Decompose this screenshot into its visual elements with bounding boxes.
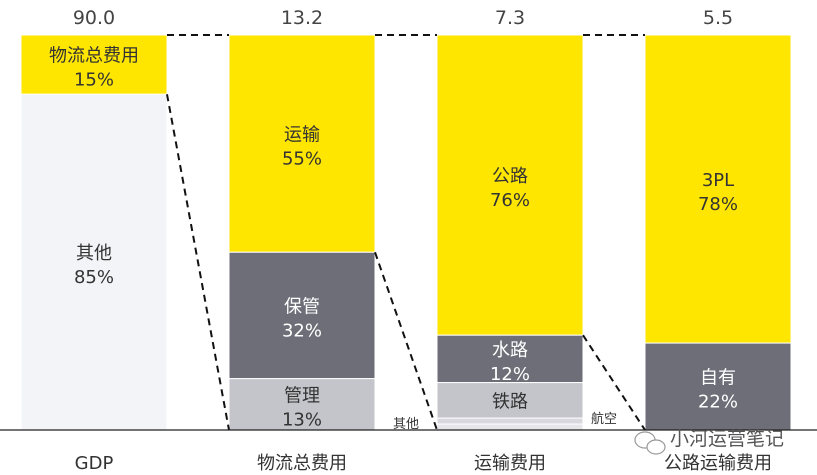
bar-segment bbox=[436, 417, 584, 425]
segment-name: 管理 bbox=[284, 385, 320, 406]
bar-segment bbox=[436, 382, 584, 419]
category-label: 物流总费用 bbox=[257, 453, 347, 474]
total-label: 13.2 bbox=[281, 7, 323, 29]
segment-value: 55% bbox=[282, 149, 322, 170]
bar-segment bbox=[228, 251, 376, 380]
category-label: 公路运输费用 bbox=[664, 453, 772, 474]
bar-segment bbox=[436, 423, 584, 431]
segment-side-label: 其他 bbox=[393, 417, 419, 432]
category-label: GDP bbox=[75, 453, 114, 474]
segment-side-label: 航空 bbox=[591, 411, 617, 427]
total-label: 90.0 bbox=[73, 7, 115, 29]
watermark: 小河运营笔记 bbox=[634, 428, 784, 455]
segment-value: 22% bbox=[698, 392, 738, 413]
segment-name: 水路 bbox=[492, 340, 528, 361]
bar-segment bbox=[20, 34, 168, 95]
bar-segment bbox=[228, 34, 376, 253]
bar-segment bbox=[644, 342, 792, 431]
segment-name: 公路 bbox=[492, 166, 528, 187]
segment-value: 13% bbox=[282, 409, 322, 430]
segment-name: 铁路 bbox=[492, 391, 528, 412]
connector-line bbox=[582, 334, 646, 431]
segment-name: 自有 bbox=[700, 368, 736, 389]
segment-value: 15% bbox=[74, 70, 114, 91]
segment-value: 32% bbox=[282, 320, 322, 341]
wechat-icon bbox=[634, 431, 666, 455]
bar-segment bbox=[228, 378, 376, 431]
bars bbox=[20, 34, 792, 431]
segment-name: 运输 bbox=[284, 125, 320, 146]
segment-value: 76% bbox=[490, 190, 530, 211]
connector-line bbox=[166, 94, 230, 431]
watermark-text: 小河运营笔记 bbox=[670, 428, 784, 450]
total-label: 5.5 bbox=[703, 7, 733, 29]
labels: 90.0GDP物流总费用15%其他85%13.2物流总费用运输55%保管32%管… bbox=[49, 7, 772, 474]
segment-name: 保管 bbox=[284, 296, 320, 317]
segment-name: 其他 bbox=[76, 243, 112, 264]
segment-value: 12% bbox=[490, 364, 530, 385]
segment-name: 3PL bbox=[702, 170, 734, 191]
total-label: 7.3 bbox=[495, 7, 525, 29]
category-label: 运输费用 bbox=[474, 453, 546, 474]
segment-value: 78% bbox=[698, 194, 738, 215]
connector-line bbox=[374, 251, 438, 431]
bar-segment bbox=[436, 34, 584, 336]
segment-value: 85% bbox=[74, 267, 114, 288]
connectors bbox=[166, 34, 646, 431]
bar-segment bbox=[20, 93, 168, 431]
segment-name: 物流总费用 bbox=[49, 46, 139, 67]
